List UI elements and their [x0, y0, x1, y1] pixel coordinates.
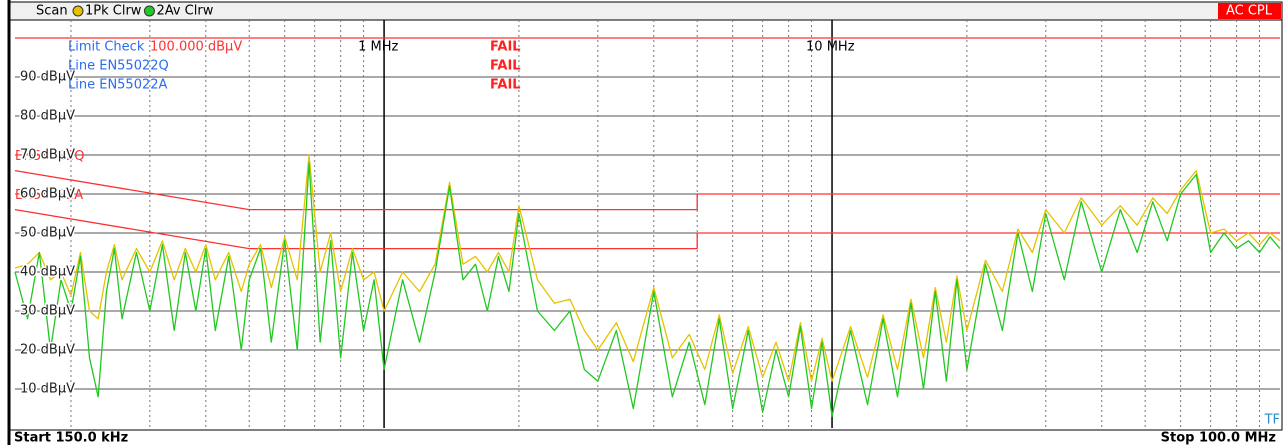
y-tick-label: 50 dBµV — [20, 226, 75, 241]
limit-line-label: EN55022Q — [15, 149, 85, 164]
limit-check-result: FAIL — [490, 78, 521, 93]
display-line-label: 100.000 dBµV — [150, 40, 242, 55]
badge — [1218, 3, 1281, 19]
trace — [14, 162, 1281, 417]
trace — [14, 154, 1281, 382]
legend-label: 2Av Clrw — [156, 4, 213, 19]
y-tick-label: 40 dBµV — [20, 265, 75, 280]
badge-label: AC CPL — [1226, 4, 1273, 19]
stop-label: Stop 100.0 MHz — [1161, 431, 1276, 445]
limit-check-result: FAIL — [490, 59, 521, 74]
legend-label: 1Pk Clrw — [85, 4, 142, 19]
limit-check-label: Limit Check — [68, 40, 145, 55]
y-tick-label: 90 dBµV — [20, 70, 75, 85]
limit-line — [14, 169, 1280, 211]
y-tick-label: 10 dBµV — [20, 382, 75, 397]
mode-label: Scan — [36, 4, 68, 19]
corner-label: TF — [1264, 413, 1280, 428]
x-tick-label: 1 MHz — [358, 40, 398, 55]
limit-check-result: FAIL — [490, 40, 521, 55]
limit-check-label: Line EN55022A — [68, 78, 168, 93]
limit-line-label: EN55022A — [15, 188, 83, 203]
legend-marker — [72, 5, 84, 17]
y-tick-label: 20 dBµV — [20, 343, 75, 358]
limit-check-label: Line EN55022Q — [68, 59, 169, 74]
y-tick-label: 60 dBµV — [20, 187, 75, 202]
legend-marker — [143, 5, 155, 17]
y-tick-label: 80 dBµV — [20, 109, 75, 124]
y-tick-label: 70 dBµV — [20, 148, 75, 163]
y-tick-label: 30 dBµV — [20, 304, 75, 319]
x-tick-label: 10 MHz — [806, 40, 855, 55]
limit-line — [14, 208, 1280, 250]
start-label: Start 150.0 kHz — [14, 431, 128, 445]
labels: 1 MHz 10 MHz EN55022Q EN55022A 10 dBµV 20 dBµ… — [15, 40, 855, 399]
traces — [14, 154, 1281, 417]
